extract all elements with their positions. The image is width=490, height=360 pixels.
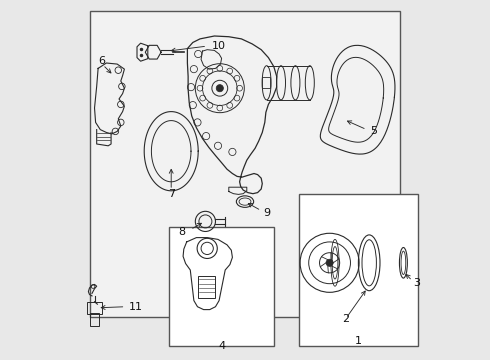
Text: 3: 3	[414, 278, 420, 288]
Text: 1: 1	[355, 336, 362, 346]
Bar	[90, 313, 99, 326]
Bar	[299, 194, 418, 346]
Text: 11: 11	[129, 302, 143, 312]
Bar	[262, 77, 270, 88]
Text: 8: 8	[178, 227, 186, 237]
Text: 4: 4	[218, 341, 225, 351]
Text: 5: 5	[370, 126, 377, 136]
Bar	[170, 227, 274, 346]
Bar	[198, 276, 216, 298]
Text: 7: 7	[168, 189, 175, 199]
Bar	[87, 302, 102, 314]
Bar	[90, 11, 400, 317]
Circle shape	[216, 85, 223, 92]
Text: 10: 10	[212, 41, 226, 51]
Text: 9: 9	[264, 208, 271, 218]
Text: 6: 6	[98, 56, 105, 66]
Text: 2: 2	[342, 314, 349, 324]
Circle shape	[326, 259, 333, 266]
